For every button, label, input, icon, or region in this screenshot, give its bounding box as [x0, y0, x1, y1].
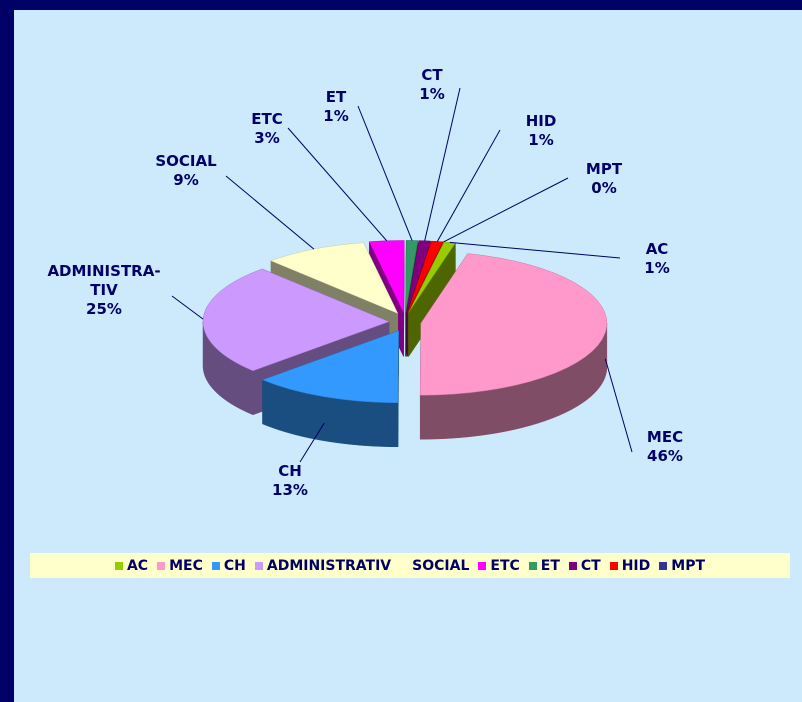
- legend-item: SOCIAL: [400, 558, 469, 574]
- value-label: 3%: [254, 129, 280, 147]
- slice-label: MEC: [646, 428, 684, 446]
- slice-top: [202, 268, 390, 372]
- value-label: 1%: [528, 131, 554, 149]
- legend-item: HID: [609, 557, 651, 574]
- legend-item: ETC: [478, 557, 520, 574]
- legend-label: MPT: [671, 557, 706, 574]
- value-label: 0%: [591, 179, 617, 197]
- slice-top: [261, 330, 399, 404]
- value-label: 46%: [647, 447, 683, 465]
- value-label: 1%: [419, 85, 445, 103]
- slice-label: CT: [421, 66, 443, 84]
- leader-line: [604, 358, 633, 453]
- slice-label: SOCIAL: [155, 152, 217, 170]
- legend-swatch: [157, 561, 166, 570]
- slice: [261, 330, 399, 448]
- legend-item: MEC: [157, 558, 203, 574]
- value-label: 25%: [86, 300, 122, 318]
- slice-label: HID: [525, 112, 557, 130]
- legend-label: CH: [223, 557, 246, 574]
- legend-item: CH: [211, 557, 246, 574]
- data-label: AC 1%: [644, 240, 669, 278]
- slice-label: ETC: [251, 110, 283, 128]
- value-label: 1%: [644, 259, 670, 277]
- legend-swatch: [114, 561, 123, 570]
- data-label: ET 1%: [323, 88, 348, 126]
- legend-item: AC: [114, 557, 149, 574]
- data-label: ADMINISTRA- TIV 25%: [47, 262, 160, 319]
- legend-swatch: [528, 561, 537, 570]
- legend-swatch: [568, 561, 577, 570]
- data-label: ETC 3%: [251, 110, 283, 148]
- legend-label: ETC: [490, 557, 520, 574]
- value-label: 9%: [173, 171, 199, 189]
- value-label: 13%: [272, 481, 308, 499]
- legend-item: ADMINISTRATIV: [254, 557, 392, 574]
- leader-line: [436, 129, 501, 242]
- legend-swatch: [254, 561, 263, 570]
- slice-label: CH: [278, 462, 302, 480]
- slice-label: AC: [645, 240, 669, 258]
- legend-swatch: [659, 561, 668, 570]
- value-label: 1%: [323, 107, 349, 125]
- legend-item: MPT: [659, 558, 705, 574]
- legend: AC MEC CH ADMINISTRATIV SOCIAL ETC ET CT HID MPT: [30, 553, 790, 578]
- leader-line: [357, 105, 413, 241]
- data-label: SOCIAL 9%: [155, 152, 216, 190]
- slice-top: [270, 242, 399, 314]
- slice: [408, 241, 456, 358]
- leader-line: [443, 177, 569, 243]
- pie: [202, 240, 608, 448]
- legend-swatch: [400, 561, 409, 570]
- leader-line: [449, 241, 621, 259]
- slice-top: [419, 253, 608, 396]
- slice-label: MPT: [585, 160, 623, 178]
- slice-label: ADMINISTRA- TIV: [47, 262, 161, 299]
- data-label: MPT 0%: [586, 160, 622, 198]
- legend-swatch: [478, 561, 487, 570]
- slice: [419, 252, 608, 440]
- legend-item: CT: [568, 557, 601, 574]
- leader-line: [299, 422, 325, 463]
- slice-label: ET: [325, 88, 347, 106]
- data-label: CT 1%: [419, 66, 444, 104]
- data-label: MEC 46%: [647, 428, 683, 466]
- data-label: CH 13%: [272, 462, 308, 500]
- legend-swatch: [211, 561, 220, 570]
- leader-line: [287, 127, 388, 242]
- leader-line: [225, 175, 315, 250]
- leader-line: [171, 295, 204, 320]
- legend-item: ET: [528, 557, 560, 574]
- legend-swatch: [609, 561, 618, 570]
- data-label: HID 1%: [526, 112, 557, 150]
- legend-label: ADMINISTRATIV: [266, 557, 392, 574]
- legend-label: ET: [540, 557, 560, 574]
- leader-line: [424, 87, 461, 241]
- legend-label: MEC: [169, 557, 203, 574]
- legend-label: SOCIAL: [412, 557, 470, 574]
- legend-label: HID: [621, 557, 651, 574]
- legend-label: AC: [126, 557, 149, 574]
- legend-label: CT: [580, 557, 601, 574]
